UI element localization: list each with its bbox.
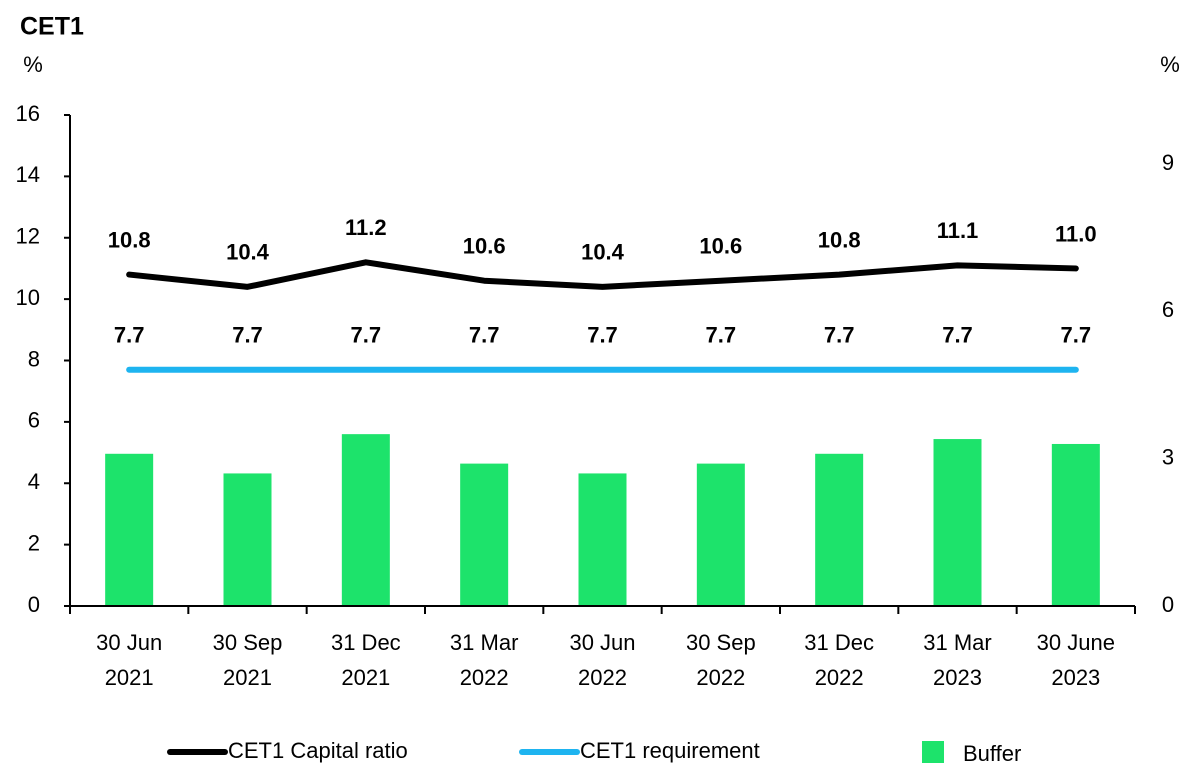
x-tick-label: 2022 — [815, 665, 864, 690]
x-tick-label: 31 Dec — [804, 630, 874, 655]
bar — [1051, 443, 1100, 606]
data-label: 11.0 — [1055, 221, 1097, 246]
data-label: 7.7 — [942, 323, 973, 348]
data-label: 10.4 — [581, 240, 625, 265]
x-tick-label: 2022 — [460, 665, 509, 690]
y2-tick-label: 3 — [1162, 445, 1174, 470]
x-tick-label: 30 Jun — [569, 630, 635, 655]
data-label: 10.6 — [699, 234, 742, 259]
x-tick-label: 30 Sep — [686, 630, 756, 655]
bar — [815, 453, 864, 606]
y-tick-label: 16 — [16, 101, 40, 126]
data-label: 10.8 — [818, 227, 861, 252]
bar — [933, 439, 982, 606]
y-tick-label: 12 — [16, 224, 40, 249]
bar — [105, 453, 154, 606]
y2-tick-label: 9 — [1162, 150, 1174, 175]
bar — [578, 473, 627, 606]
data-label: 7.7 — [1061, 323, 1092, 348]
y-tick-label: 8 — [28, 346, 40, 371]
x-tick-label: 31 Mar — [450, 630, 518, 655]
data-label: 7.7 — [469, 323, 500, 348]
data-label: 10.8 — [108, 227, 151, 252]
data-label: 11.1 — [937, 218, 979, 243]
y-tick-label: 0 — [28, 592, 40, 617]
data-label: 10.6 — [463, 234, 506, 259]
x-tick-label: 30 Sep — [213, 630, 283, 655]
x-tick-label: 2021 — [223, 665, 272, 690]
x-tick-label: 30 Jun — [96, 630, 162, 655]
y2-unit: % — [1160, 52, 1180, 77]
y-tick-label: 14 — [16, 162, 40, 187]
x-tick-label: 31 Dec — [331, 630, 401, 655]
x-tick-label: 31 Mar — [923, 630, 991, 655]
bar — [341, 434, 390, 606]
data-label: 7.7 — [114, 323, 145, 348]
x-tick-label: 2021 — [105, 665, 154, 690]
y-unit: % — [23, 52, 43, 77]
x-tick-label: 2023 — [1051, 665, 1100, 690]
legend-label: CET1 Capital ratio — [228, 738, 408, 763]
data-label: 7.7 — [351, 323, 382, 348]
data-label: 7.7 — [706, 323, 737, 348]
x-tick-label: 2022 — [696, 665, 745, 690]
bar — [696, 463, 745, 606]
y-tick-label: 2 — [28, 530, 40, 555]
y2-tick-label: 6 — [1162, 297, 1174, 322]
y-tick-label: 10 — [16, 285, 40, 310]
legend-label: CET1 requirement — [580, 738, 760, 763]
x-tick-label: 30 June — [1037, 630, 1115, 655]
data-label: 11.2 — [345, 215, 387, 240]
chart-title: CET1 — [20, 13, 84, 41]
data-label: 7.7 — [587, 323, 618, 348]
legend-label: Buffer — [963, 741, 1021, 766]
y-tick-label: 4 — [28, 469, 40, 494]
bar — [460, 463, 509, 606]
legend-swatch — [922, 741, 944, 763]
x-tick-label: 2022 — [578, 665, 627, 690]
line — [126, 259, 1079, 290]
data-label: 7.7 — [232, 323, 263, 348]
data-label: 7.7 — [824, 323, 855, 348]
bar — [223, 473, 272, 606]
y2-tick-label: 0 — [1162, 592, 1174, 617]
x-tick-label: 2023 — [933, 665, 982, 690]
x-tick-label: 2021 — [341, 665, 390, 690]
y-tick-label: 6 — [28, 408, 40, 433]
data-label: 10.4 — [226, 240, 270, 265]
